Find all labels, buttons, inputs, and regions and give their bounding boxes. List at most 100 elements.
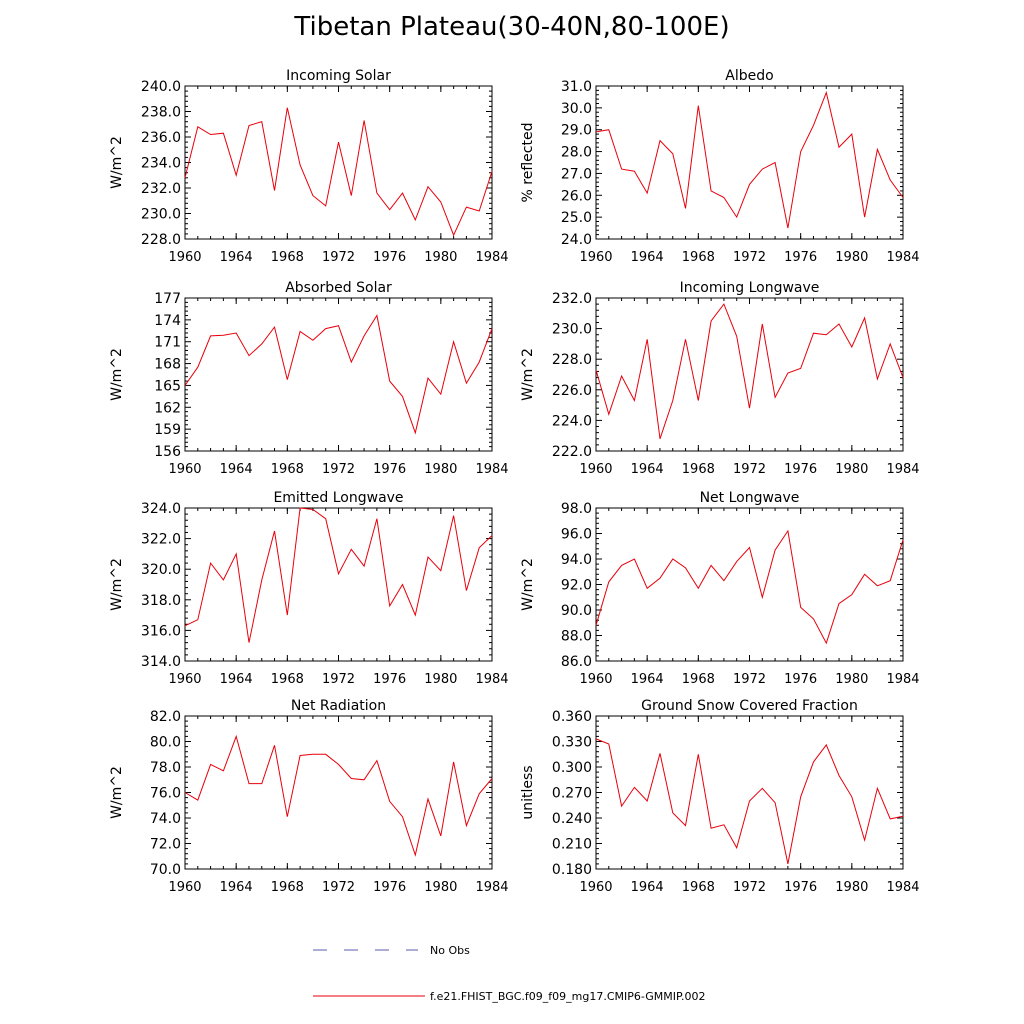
- data-point: [363, 778, 366, 781]
- x-tick-label: 1964: [631, 672, 664, 687]
- x-tick-label: 1964: [220, 672, 253, 687]
- x-tick-label: 1976: [784, 672, 817, 687]
- plot-frame: [595, 507, 904, 662]
- x-tick-label: 1984: [475, 880, 508, 895]
- plot-frame: [595, 297, 904, 452]
- data-point: [452, 340, 455, 343]
- data-point: [324, 517, 327, 520]
- x-tick-label: 1980: [424, 672, 457, 687]
- x-tick-label: 1964: [631, 250, 664, 265]
- data-point: [838, 602, 841, 605]
- data-point: [671, 399, 674, 402]
- y-tick-label: 88.0: [561, 629, 592, 645]
- y-tick-label: 316.0: [141, 623, 181, 639]
- data-point: [812, 332, 815, 335]
- y-tick-label: 324.0: [141, 501, 181, 517]
- data-point: [478, 546, 481, 549]
- data-point: [247, 641, 250, 644]
- y-tick-label: 86.0: [561, 654, 592, 670]
- data-point: [465, 206, 468, 209]
- data-point: [299, 164, 302, 167]
- legend-model-label: f.e21.FHIST_BGC.f09_f09_mg17.CMIP6-GMMIP…: [430, 990, 705, 1003]
- data-point: [761, 787, 764, 790]
- data-point: [235, 552, 238, 555]
- data-point: [595, 624, 598, 627]
- data-point: [735, 216, 738, 219]
- x-tick-label: 1984: [475, 462, 508, 477]
- data-point: [710, 827, 713, 830]
- data-point: [196, 799, 199, 802]
- data-point: [889, 817, 892, 820]
- x-tick-label: 1984: [886, 250, 919, 265]
- y-tick-label: 222.0: [552, 444, 592, 460]
- data-point: [209, 562, 212, 565]
- y-tick-label: 0.300: [552, 760, 592, 776]
- data-point: [876, 787, 879, 790]
- data-point: [388, 208, 391, 211]
- data-point: [260, 342, 263, 345]
- data-point: [825, 642, 828, 645]
- data-point: [286, 614, 289, 617]
- data-point: [658, 139, 661, 142]
- data-point: [761, 596, 764, 599]
- y-tick-label: 0.180: [552, 862, 592, 878]
- x-tick-label: 1976: [373, 250, 406, 265]
- data-point: [620, 168, 623, 171]
- x-tick-label: 1976: [373, 462, 406, 477]
- series-line: [184, 314, 493, 435]
- x-tick-label: 1960: [579, 672, 612, 687]
- data-point: [748, 183, 751, 186]
- y-tick-label: 238.0: [141, 105, 181, 121]
- data-point: [299, 754, 302, 757]
- y-tick-label: 322.0: [141, 532, 181, 548]
- chart-panel: Net Longwave W/m^2 86.0 88.0 90.0 92.0 94.0 96.…: [520, 490, 920, 687]
- data-point: [235, 735, 238, 738]
- data-point: [902, 376, 905, 379]
- data-point: [375, 314, 378, 317]
- y-tick-label: 171: [154, 335, 181, 351]
- x-tick-label: 1968: [682, 672, 715, 687]
- data-point: [491, 170, 494, 173]
- data-point: [414, 614, 417, 617]
- legend: No Obs f.e21.FHIST_BGC.f09_f09_mg17.CMIP…: [313, 944, 705, 1003]
- data-point: [350, 361, 353, 364]
- data-point: [838, 323, 841, 326]
- data-point: [684, 824, 687, 827]
- y-tick-label: 28.0: [561, 145, 592, 161]
- y-tick-label: 174: [154, 313, 181, 329]
- y-tick-label: 232.0: [552, 291, 592, 307]
- data-point: [439, 393, 442, 396]
- y-tick-label: 156: [154, 444, 181, 460]
- data-point: [863, 839, 866, 842]
- data-point: [876, 584, 879, 587]
- data-point: [184, 791, 187, 794]
- x-tick-label: 1960: [168, 250, 201, 265]
- plot-frame: [595, 715, 904, 870]
- x-tick-label: 1976: [373, 880, 406, 895]
- y-axis-label: W/m^2: [520, 348, 536, 401]
- x-tick-label: 1984: [475, 672, 508, 687]
- x-tick-label: 1964: [631, 880, 664, 895]
- y-tick-label: 90.0: [561, 603, 592, 619]
- x-tick-label: 1972: [733, 462, 766, 477]
- data-point: [825, 91, 828, 94]
- data-point: [324, 204, 327, 207]
- x-tick-label: 1964: [631, 462, 664, 477]
- y-tick-label: 98.0: [561, 501, 592, 517]
- data-point: [184, 384, 187, 387]
- data-point: [465, 589, 468, 592]
- y-axis-label: % reflected: [520, 123, 536, 203]
- data-point: [748, 407, 751, 410]
- data-point: [735, 560, 738, 563]
- data-point: [286, 106, 289, 109]
- data-point: [311, 508, 314, 511]
- data-point: [235, 331, 238, 334]
- x-tick-label: 1960: [579, 880, 612, 895]
- data-point: [427, 555, 430, 558]
- data-point: [697, 104, 700, 107]
- x-tick-label: 1964: [220, 250, 253, 265]
- chart-panel: Ground Snow Covered Fraction unitless 0.18…: [520, 698, 920, 895]
- data-point: [235, 174, 238, 177]
- data-point: [710, 189, 713, 192]
